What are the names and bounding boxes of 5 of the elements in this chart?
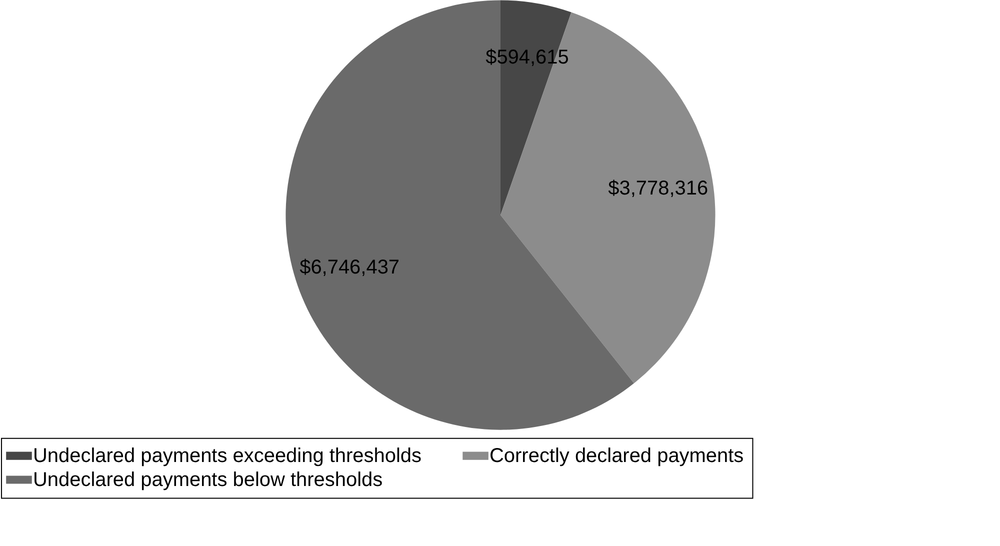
legend-label: Undeclared payments below thresholds [32,468,383,491]
data-label: $6,746,437 [300,256,400,279]
legend-label: Undeclared payments exceeding thresholds [32,444,422,467]
data-label: $3,778,316 [608,177,708,200]
legend-label: Correctly declared payments [490,444,744,467]
